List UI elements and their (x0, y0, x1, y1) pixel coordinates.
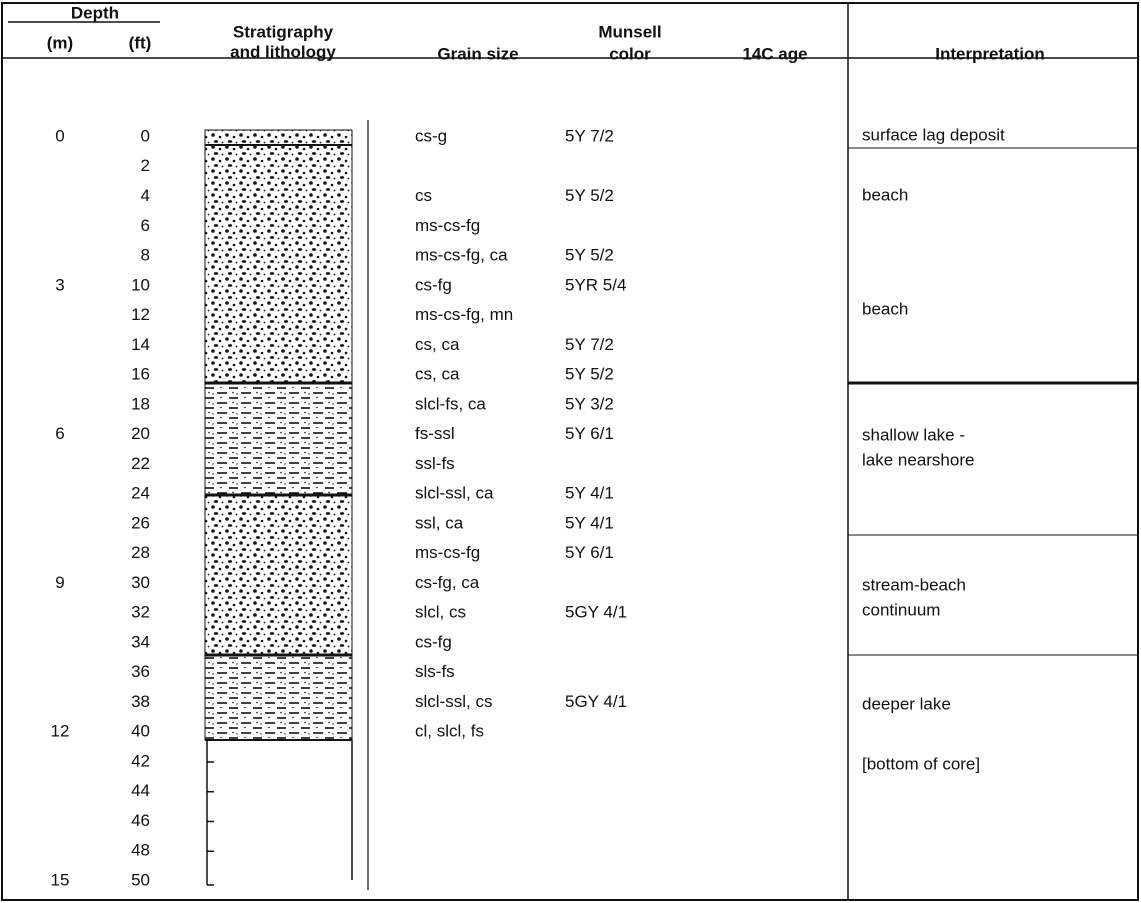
depth-m: 9 (55, 573, 64, 592)
grain-size: cs-fg, ca (415, 573, 480, 592)
depth-ft: 4 (141, 186, 150, 205)
grain-size: cs-fg (415, 275, 452, 294)
grain-size: ms-cs-fg (415, 543, 480, 562)
header: Interpretation (935, 44, 1045, 63)
interpretation: beach (862, 185, 908, 204)
grain-size: cs, ca (415, 365, 460, 384)
munsell-color: 5Y 3/2 (565, 394, 614, 413)
grain-size: cs-fg (415, 632, 452, 651)
depth-ft: 10 (131, 275, 150, 294)
depth-ft: 48 (131, 841, 150, 860)
depth-ft: 26 (131, 513, 150, 532)
header: (ft) (129, 33, 152, 52)
header: Munsell (598, 22, 661, 41)
munsell-color: 5Y 7/2 (565, 335, 614, 354)
grain-size: cl, slcl, fs (415, 722, 484, 741)
depth-ft: 34 (131, 632, 150, 651)
munsell-color: 5Y 5/2 (565, 186, 614, 205)
depth-ft: 28 (131, 543, 150, 562)
depth-ft: 36 (131, 662, 150, 681)
header: Grain size (437, 44, 518, 63)
header: Depth (71, 3, 119, 22)
depth-m: 6 (55, 424, 64, 443)
depth-m: 15 (51, 870, 70, 889)
interpretation: lake nearshore (862, 450, 974, 469)
interpretation: continuum (862, 600, 940, 619)
depth-ft: 40 (131, 722, 150, 741)
depth-ft: 20 (131, 424, 150, 443)
munsell-color: 5GY 4/1 (565, 692, 627, 711)
grain-size: slcl, cs (415, 603, 466, 622)
grain-size: cs-g (415, 126, 447, 145)
depth-ft: 24 (131, 484, 150, 503)
depth-ft: 44 (131, 781, 150, 800)
grain-size: fs-ssl (415, 424, 455, 443)
depth-ft: 6 (141, 216, 150, 235)
interpretation: deeper lake (862, 694, 951, 713)
grain-size: ms-cs-fg, ca (415, 246, 508, 265)
depth-ft: 14 (131, 335, 150, 354)
header: (m) (47, 33, 73, 52)
grain-size: slcl-ssl, ca (415, 484, 494, 503)
grain-size: sls-fs (415, 662, 455, 681)
grain-size: ssl-fs (415, 454, 455, 473)
munsell-color: 5Y 6/1 (565, 543, 614, 562)
munsell-color: 5Y 7/2 (565, 126, 614, 145)
depth-m: 0 (55, 126, 64, 145)
grain-size: ms-cs-fg, mn (415, 305, 513, 324)
interpretation: stream-beach (862, 575, 966, 594)
depth-ft: 42 (131, 751, 150, 770)
munsell-color: 5Y 5/2 (565, 246, 614, 265)
munsell-color: 5Y 5/2 (565, 365, 614, 384)
interpretation: [bottom of core] (862, 754, 980, 773)
header: 14C age (742, 44, 807, 63)
grain-size: cs, ca (415, 335, 460, 354)
depth-m: 12 (51, 722, 70, 741)
depth-m: 3 (55, 275, 64, 294)
munsell-color: 5Y 4/1 (565, 484, 614, 503)
stratigraphic-column (204, 129, 353, 886)
interpretation: beach (862, 299, 908, 318)
depth-ft: 12 (131, 305, 150, 324)
depth-ft: 38 (131, 692, 150, 711)
munsell-color: 5Y 4/1 (565, 513, 614, 532)
interpretation: surface lag deposit (862, 125, 1005, 144)
depth-ft: 30 (131, 573, 150, 592)
depth-ft: 2 (141, 156, 150, 175)
interpretation: shallow lake - (862, 425, 965, 444)
depth-ft: 22 (131, 454, 150, 473)
depth-ft: 46 (131, 811, 150, 830)
header: Stratigraphy (233, 22, 334, 41)
depth-ft: 18 (131, 394, 150, 413)
grain-size: ms-cs-fg (415, 216, 480, 235)
depth-ft: 0 (141, 126, 150, 145)
header: color (609, 44, 651, 63)
munsell-color: 5Y 6/1 (565, 424, 614, 443)
header: and lithology (230, 42, 336, 61)
depth-ft: 50 (131, 870, 150, 889)
depth-ft: 8 (141, 246, 150, 265)
grain-size: slcl-fs, ca (415, 394, 486, 413)
depth-ft: 32 (131, 603, 150, 622)
grain-size: cs (415, 186, 432, 205)
munsell-color: 5GY 4/1 (565, 603, 627, 622)
depth-ft: 16 (131, 365, 150, 384)
munsell-color: 5YR 5/4 (565, 275, 626, 294)
grain-size: ssl, ca (415, 513, 464, 532)
grain-size: slcl-ssl, cs (415, 692, 492, 711)
